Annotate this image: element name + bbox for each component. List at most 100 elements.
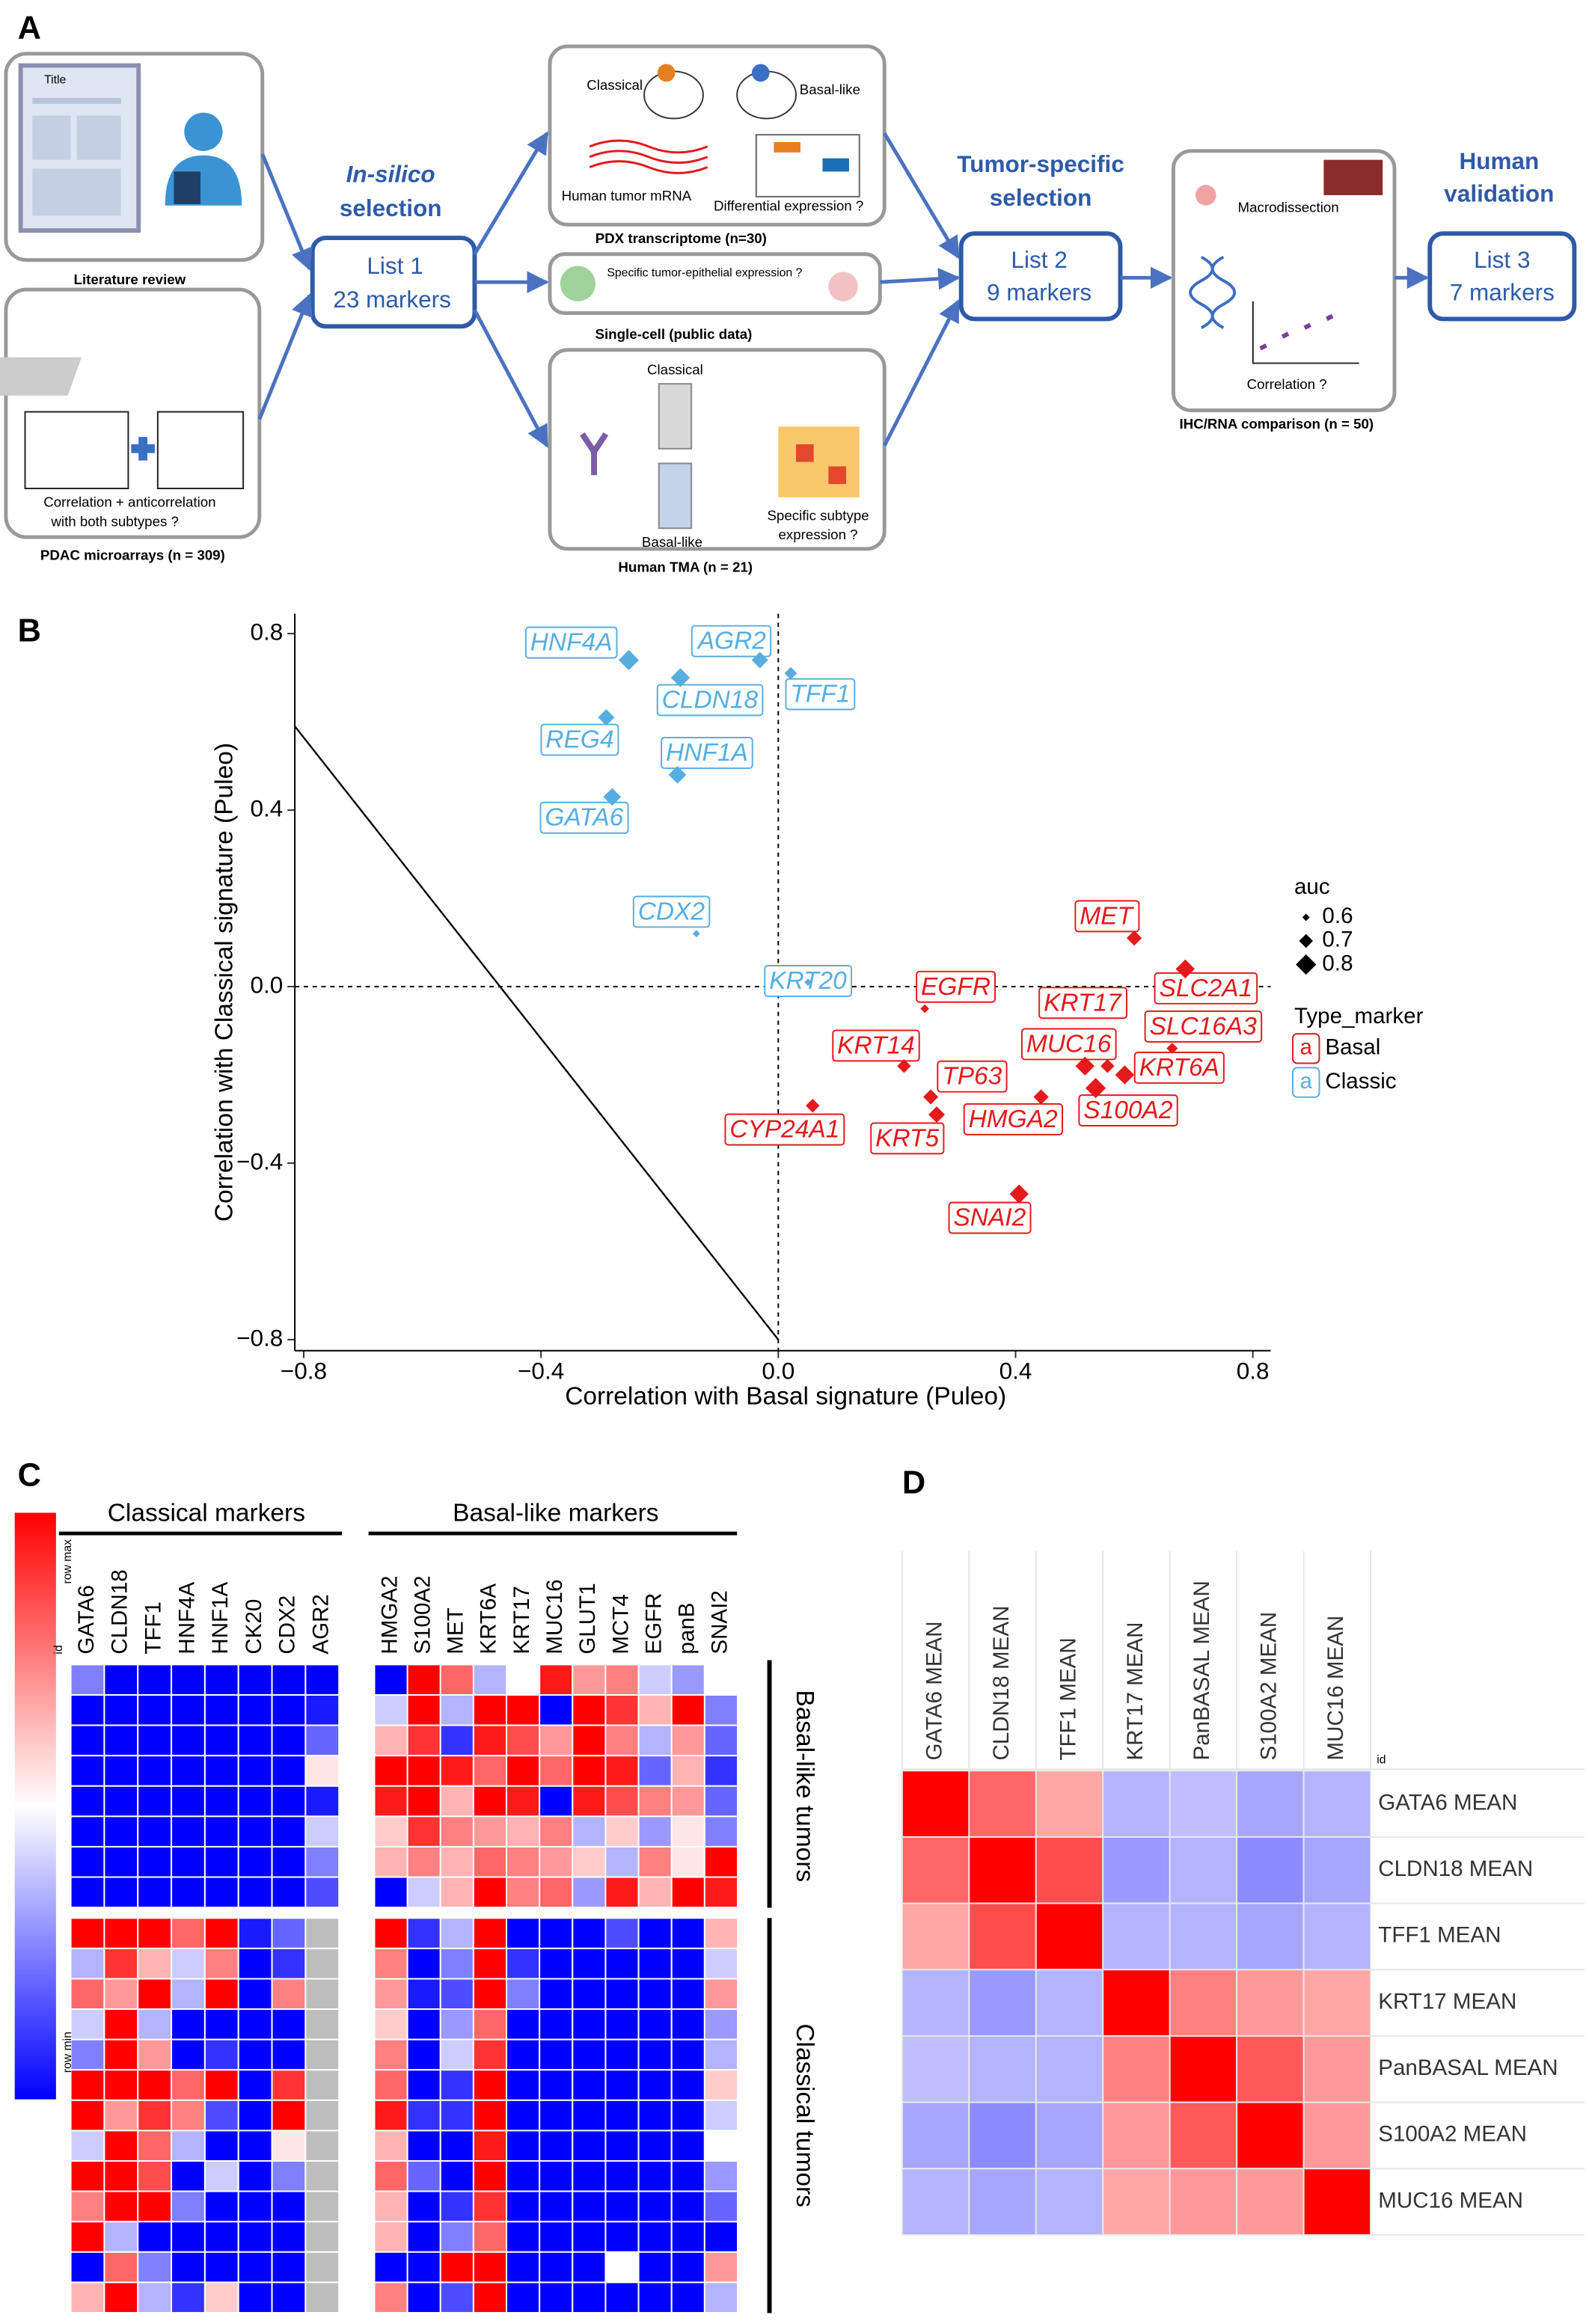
heatmap-cell [703,1694,738,1726]
point-label: AGR2 [691,625,772,657]
heatmap-cell [171,2069,206,2101]
heatmap-cell [439,1755,474,1787]
doc-line [32,97,121,104]
text: Classical [587,77,643,93]
heatmap-cell [670,2221,705,2253]
heatmap-cell [271,2069,307,2101]
heatmap-cell [670,2038,705,2071]
heatmap-cell [373,1947,408,1980]
point-label: HMGA2 [963,1103,1063,1135]
heatmap-cell [171,1978,206,2011]
heatmap-cell [103,1917,139,1949]
label-box [540,723,619,756]
text: List 1 [367,252,423,279]
heatmap-cell [304,1876,340,1909]
heatmap-cell [1102,1969,1171,2037]
heatmap-cell [271,1917,307,1949]
point [1009,1184,1029,1204]
text: KRT17 [509,1586,534,1654]
heatmap-cell [70,2130,105,2162]
text: 7 markers [1450,278,1555,305]
heatmap-cell [539,1845,574,1878]
tumor-dot [751,64,770,82]
heatmap-cell [637,2130,673,2162]
heatmap-cell [572,2069,607,2101]
heatmap-cell [137,1664,173,1696]
heatmap-cell [304,1815,340,1848]
label-box [1038,987,1127,1020]
heatmap-cell [103,1664,139,1696]
heatmap-cell [670,2251,705,2284]
text: id [1377,1754,1386,1767]
text: MCT4 [608,1594,633,1654]
slide-icon [658,383,693,450]
text: Correlation with Basal signature (Puleo) [565,1383,1006,1411]
heatmap-cell [70,1694,105,1726]
heatmap-cell [604,2038,640,2071]
heatmap-cell [506,2281,541,2314]
heatmap-cell [670,1917,705,1949]
heatmap-cell [203,2281,239,2314]
point [897,1058,911,1073]
heatmap-cell [472,2008,508,2041]
heatmap-cell [539,1947,574,1980]
heatmap-cell [271,2008,307,2041]
heatmap-cell [373,2130,408,2162]
text: D [902,1465,925,1500]
heatmap-cell [237,1978,273,2011]
text: IHC/RNA comparison (n = 50) [1180,416,1374,432]
heatmap-cell [506,2190,541,2223]
heatmap-cell [670,1947,705,1980]
heatmap-cell [137,1845,173,1878]
point [692,930,700,938]
heatmap-cell [203,1664,239,1696]
heatmap-cell [506,2069,541,2101]
heatmap-cell [373,2281,408,2314]
heatmap-cell [137,1724,173,1757]
heatmap-cell [70,2099,105,2132]
point-label: S100A2 [1078,1094,1178,1127]
heatmap-cell [670,2130,705,2162]
heatmap-cell [539,2069,574,2101]
heatmap-cell [1236,1770,1305,1838]
heatmap-cell [70,2281,105,2314]
heatmap-cell [1102,1770,1171,1838]
heatmap-cell [406,1917,441,1949]
person-head [184,112,223,151]
heatmap-cell [637,1978,673,2011]
text: expression ? [779,527,858,542]
heatmap-cell [1035,2101,1104,2170]
text: Basal-like [642,534,702,550]
point-label-text: KRT6A [1139,1054,1219,1082]
heatmap-cell [406,1947,441,1980]
text: Specific tumor-epithelial expression ? [607,267,802,280]
text: −0.4 [236,1147,283,1174]
point-label-text: SLC2A1 [1160,975,1253,1002]
heatmap-cell [968,1836,1037,1904]
heatmap-cell [237,1694,273,1726]
text: Basal-like markers [453,1499,658,1527]
point [922,1089,939,1105]
heatmap-cell [506,2099,541,2132]
heatmap-cell [406,2251,441,2284]
heatmap-cell [237,2281,273,2314]
heatmap-cell [373,1694,408,1726]
heatmap-cell [637,1947,673,1980]
heatmap-cell [572,2251,607,2284]
heatmap-cell [439,2099,474,2132]
heatmap-cell [237,1947,273,1980]
heatmap-cell [703,2008,738,2041]
label-box [1020,1028,1117,1061]
label-box [963,1103,1063,1135]
heatmap-cell [304,2160,340,2192]
heatmap-cell [271,1664,307,1696]
point-label-text: KRT17 [1044,989,1122,1017]
heatmap-cell [703,2221,738,2253]
label-box [870,1122,945,1155]
label-box [656,684,764,717]
heatmap-cell [70,2251,105,2284]
heatmap-cell [1236,1902,1305,1971]
heatmap-cell [373,1978,408,2011]
text: MUC16 MEAN [1378,2188,1523,2213]
heatmap-cell [637,1724,673,1757]
